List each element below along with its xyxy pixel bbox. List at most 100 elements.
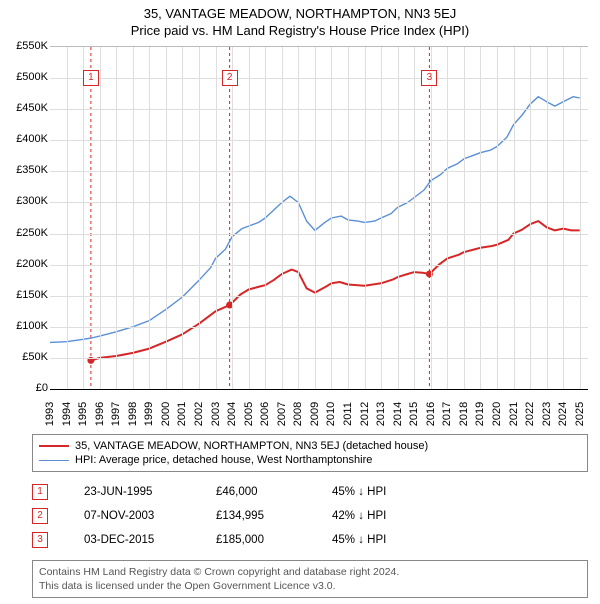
legend-label: HPI: Average price, detached house, West… [75,454,372,466]
x-tick-label: 1998 [127,402,139,426]
x-tick-label: 2011 [342,402,354,426]
legend-label: 35, VANTAGE MEADOW, NORTHAMPTON, NN3 5EJ… [75,440,428,452]
x-tick-label: 2013 [375,402,387,426]
gridline-v [83,47,84,389]
gridline-v [331,47,332,389]
gridline-h [50,234,588,235]
gridline-v [580,47,581,389]
gridline-v [464,47,465,389]
gridline-v [563,47,564,389]
legend-swatch [39,460,69,461]
series-property [91,221,580,360]
x-tick-label: 1995 [77,402,89,426]
gridline-v [199,47,200,389]
gridline-v [381,47,382,389]
transaction-row: 303-DEC-2015£185,00045% ↓ HPI [32,528,588,552]
gridline-h [50,327,588,328]
x-tick-label: 2020 [491,402,503,426]
gridline-v [249,47,250,389]
y-tick-label: £350K [0,164,48,176]
gridline-v [414,47,415,389]
x-tick-label: 2015 [408,402,420,426]
gridline-v [282,47,283,389]
y-tick-label: £200K [0,258,48,270]
legend-swatch [39,445,69,447]
gridline-v [365,47,366,389]
transaction-row: 123-JUN-1995£46,00045% ↓ HPI [32,480,588,504]
gridline-v [398,47,399,389]
gridline-v [315,47,316,389]
marker-box: 2 [222,70,238,86]
x-tick-label: 1993 [44,402,56,426]
x-tick-label: 2003 [210,402,222,426]
x-tick-label: 2004 [226,402,238,426]
x-tick-label: 2018 [458,402,470,426]
footer-line: This data is licensed under the Open Gov… [39,579,581,593]
x-tick-label: 1997 [110,402,122,426]
x-tick-label: 2009 [309,402,321,426]
marker-dot [426,270,433,277]
gridline-v [447,47,448,389]
footer-line: Contains HM Land Registry data © Crown c… [39,565,581,579]
marker-box: 3 [421,70,437,86]
legend-row: 35, VANTAGE MEADOW, NORTHAMPTON, NN3 5EJ… [39,439,581,453]
transaction-marker: 2 [32,508,48,524]
gridline-h [50,265,588,266]
x-tick-label: 2021 [508,402,520,426]
plot-area: 123 [50,46,588,390]
x-tick-label: 2001 [176,402,188,426]
y-tick-label: £250K [0,227,48,239]
gridline-v [265,47,266,389]
gridline-v [232,47,233,389]
transaction-table: 123-JUN-1995£46,00045% ↓ HPI207-NOV-2003… [32,480,588,552]
gridline-h [50,171,588,172]
gridline-h [50,202,588,203]
chart-container: 35, VANTAGE MEADOW, NORTHAMPTON, NN3 5EJ… [0,6,600,598]
gridline-v [100,47,101,389]
gridline-v [514,47,515,389]
gridline-h [50,140,588,141]
x-tick-label: 2010 [325,402,337,426]
gridline-v [166,47,167,389]
x-tick-label: 2023 [541,402,553,426]
y-tick-label: £300K [0,195,48,207]
x-tick-label: 2024 [557,402,569,426]
x-tick-label: 2002 [193,402,205,426]
y-tick-label: £150K [0,289,48,301]
gridline-v [182,47,183,389]
x-tick-label: 2008 [292,402,304,426]
gridline-v [348,47,349,389]
transaction-hpi: 42% ↓ HPI [332,510,432,522]
gridline-v [547,47,548,389]
x-tick-label: 1999 [143,402,155,426]
transaction-date: 23-JUN-1995 [84,486,180,498]
transaction-price: £134,995 [216,510,296,522]
y-tick-label: £550K [0,40,48,52]
y-tick-label: £0 [0,382,48,394]
transaction-marker: 1 [32,484,48,500]
x-tick-label: 2014 [392,402,404,426]
x-tick-label: 2016 [425,402,437,426]
x-axis-labels: 1993199419951996199719981999200020012002… [50,390,588,428]
gridline-h [50,358,588,359]
x-tick-label: 2017 [441,402,453,426]
gridline-v [431,47,432,389]
x-tick-label: 2022 [524,402,536,426]
gridline-v [116,47,117,389]
x-tick-label: 2012 [359,402,371,426]
gridline-h [50,109,588,110]
gridline-v [497,47,498,389]
chart-subtitle: Price paid vs. HM Land Registry's House … [0,23,600,38]
transaction-date: 03-DEC-2015 [84,534,180,546]
y-tick-label: £500K [0,71,48,83]
x-tick-label: 2000 [160,402,172,426]
legend: 35, VANTAGE MEADOW, NORTHAMPTON, NN3 5EJ… [32,434,588,472]
transaction-hpi: 45% ↓ HPI [332,534,432,546]
gridline-v [133,47,134,389]
x-tick-label: 2007 [276,402,288,426]
x-tick-label: 2005 [243,402,255,426]
x-tick-label: 1994 [61,402,73,426]
legend-row: HPI: Average price, detached house, West… [39,453,581,467]
x-tick-label: 1996 [94,402,106,426]
gridline-v [298,47,299,389]
